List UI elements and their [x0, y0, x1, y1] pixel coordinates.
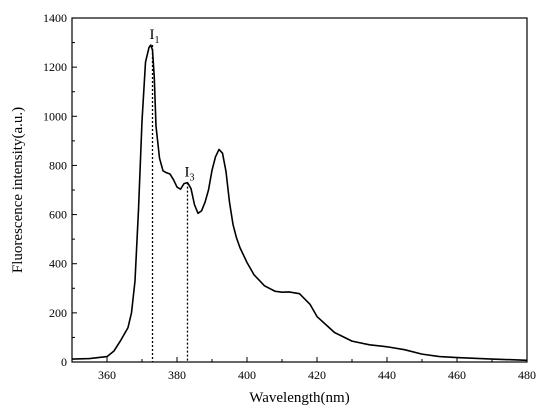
plot-frame — [71, 17, 528, 363]
y-tick-label: 600 — [49, 208, 67, 222]
y-tick-label: 400 — [49, 257, 67, 271]
x-tick-label: 380 — [168, 368, 186, 382]
x-axis-title: Wavelength(nm) — [249, 390, 349, 406]
annotation-label: I1 — [150, 27, 160, 46]
y-tick-label: 1000 — [43, 109, 67, 123]
tick-labels: 360 380 400 420 440 460 480 0 200 400 600 800 1000 12… — [43, 11, 536, 382]
series-line — [71, 44, 528, 362]
annotation-labels: I1 I3 — [150, 27, 195, 184]
y-tick-label: 200 — [49, 306, 67, 320]
y-tick-label: 1200 — [43, 60, 67, 74]
y-tick-label: 1400 — [43, 11, 67, 25]
y-tick-label: 0 — [61, 355, 67, 369]
x-tick-label: 420 — [308, 368, 326, 382]
y-tick-label: 800 — [49, 158, 67, 172]
axes — [71, 17, 528, 363]
annotation-subscript: 3 — [190, 173, 195, 184]
x-tick-label: 400 — [238, 368, 256, 382]
annotation-label: I3 — [185, 165, 195, 184]
annotation-lines — [151, 45, 189, 362]
y-axis-title: Fluorescence intensity(a.u.) — [10, 107, 26, 273]
tick-marks — [71, 17, 528, 363]
x-tick-label: 460 — [448, 368, 466, 382]
annotation-subscript: 1 — [155, 35, 160, 46]
x-tick-label: 440 — [378, 368, 396, 382]
x-tick-label: 480 — [518, 368, 536, 382]
x-tick-label: 360 — [98, 368, 116, 382]
